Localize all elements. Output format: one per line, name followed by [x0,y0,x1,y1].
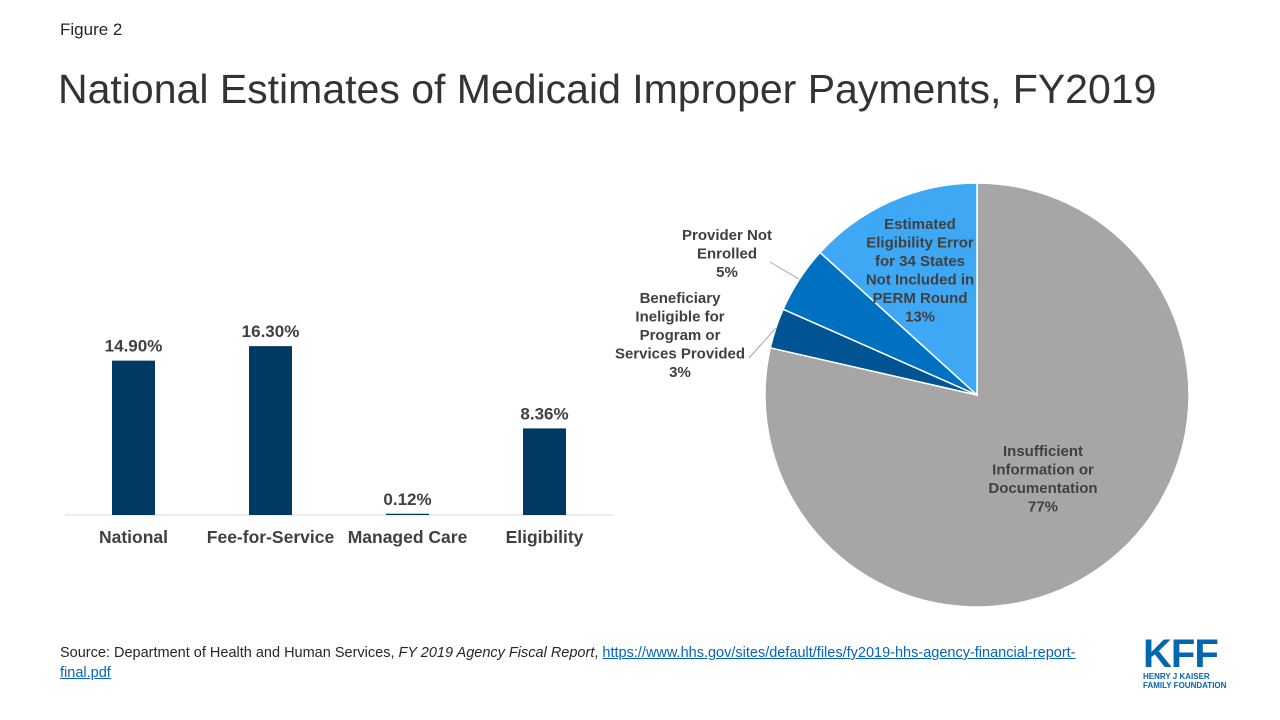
kff-logo-line1: HENRY J KAISER [1143,672,1210,681]
pie-label-line: Information or [992,462,1094,479]
kff-logo-line2: FAMILY FOUNDATION [1143,681,1227,690]
bar-data-label: 0.12% [383,490,431,509]
source-prefix: Source: Department of Health and Human S… [60,645,399,661]
pie-label-line: Program or [640,327,721,344]
bar-data-label: 8.36% [520,404,568,423]
source-note: Source: Department of Health and Human S… [60,643,1100,683]
pie-label-line: Ineligible for [635,309,724,326]
pie-label-line: Estimated [884,216,956,233]
kff-logo: KFF HENRY J KAISER FAMILY FOUNDATION [1143,632,1238,698]
pie-label-line: Services Provided [615,346,745,363]
pie-label-line: PERM Round [873,290,968,307]
pie-label-1: Beneficiary Ineligible for Program or Servi… [615,290,745,381]
source-link[interactable]: https://www.hhs.gov/sites/default/files/… [60,645,1076,681]
pie-label-line: Beneficiary [640,290,722,307]
pie-chart: Insufficient Information or Documentation 7… [615,182,1190,608]
pie-leader-line [769,261,800,280]
source-separator: , [594,645,603,661]
bar-0 [112,360,155,515]
figure-label: Figure 2 [60,20,123,39]
bar-data-label: 16.30% [242,322,300,341]
pie-leader-line [748,327,777,359]
pie-label-2: Provider Not Enrolled 5% [682,227,772,281]
category-label: Managed Care [348,527,468,547]
bar-3 [523,428,566,515]
pie-label-line: 3% [669,364,691,381]
pie-label-line: 5% [716,264,738,281]
pie-label-line: Enrolled [697,246,757,263]
category-label: National [99,527,168,547]
bar-chart: 14.90% National 16.30% Fee-for-Service 0.12%… [65,322,613,547]
pie-slice-0 [764,182,1190,608]
pie-slice-3 [819,182,978,397]
kff-logo-text: KFF [1143,632,1219,676]
pie-label-0: Insufficient Information or Documentation 7… [988,443,1097,516]
pie-label-line: 77% [1028,499,1058,516]
category-label: Fee-for-Service [207,527,335,547]
pie-label-line: Eligibility Error [866,235,974,252]
pie-label-line: 13% [905,309,935,326]
pie-label-line: Provider Not [682,227,772,244]
pie-label-line: Insufficient [1003,443,1083,460]
bar-data-label: 14.90% [105,337,163,356]
pie-label-line: for 34 States [875,253,965,270]
pie-label-line: Documentation [988,480,1097,497]
bar-1 [249,346,292,515]
source-report-title: FY 2019 Agency Fiscal Report [398,645,595,661]
category-label: Eligibility [506,527,584,547]
bar-2 [386,513,429,515]
chart-title: National Estimates of Medicaid Improper … [58,66,1157,112]
pie-label-3: Estimated Eligibility Error for 34 States N… [866,216,974,326]
pie-label-line: Not Included in [866,272,974,289]
